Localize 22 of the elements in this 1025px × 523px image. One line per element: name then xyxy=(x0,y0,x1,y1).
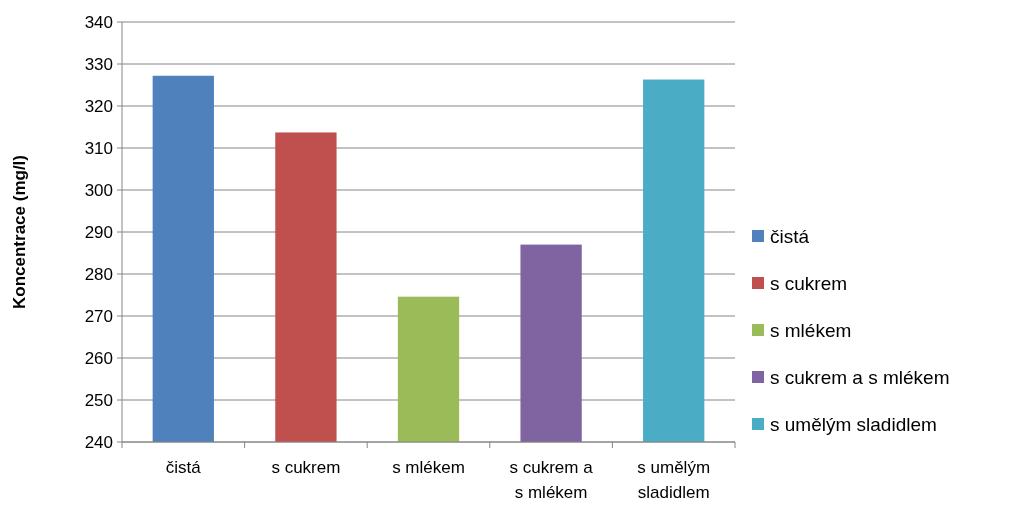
y-tick-label: 330 xyxy=(84,54,113,74)
y-tick-label: 340 xyxy=(84,12,113,32)
y-axis-title: Koncentrace (mg/l) xyxy=(10,155,29,309)
legend-label: s umělým sladidlem xyxy=(770,413,937,435)
y-tick-label: 270 xyxy=(84,306,113,326)
y-tick-label: 320 xyxy=(84,96,113,116)
y-tick-label: 300 xyxy=(84,180,113,200)
y-tick-label: 280 xyxy=(84,264,113,284)
y-tick-label: 240 xyxy=(84,432,113,452)
legend-label: s cukrem xyxy=(770,272,848,294)
legend-label: čistá xyxy=(770,225,810,247)
legend-label: s cukrem a s mlékem xyxy=(770,366,950,388)
x-tick-label: s cukrem xyxy=(271,458,341,477)
x-tick-label: s umělým sladidlem xyxy=(637,458,711,502)
y-tick-label: 310 xyxy=(84,138,113,158)
x-tick-label: s cukrem a s mlékem xyxy=(509,458,594,502)
y-tick-label: 290 xyxy=(84,222,113,242)
x-tick-label: s mlékem xyxy=(392,458,465,477)
legend-label: s mlékem xyxy=(770,319,852,341)
y-tick-label: 250 xyxy=(84,390,113,410)
x-tick-label: čistá xyxy=(165,458,202,477)
y-tick-label: 260 xyxy=(84,348,113,368)
